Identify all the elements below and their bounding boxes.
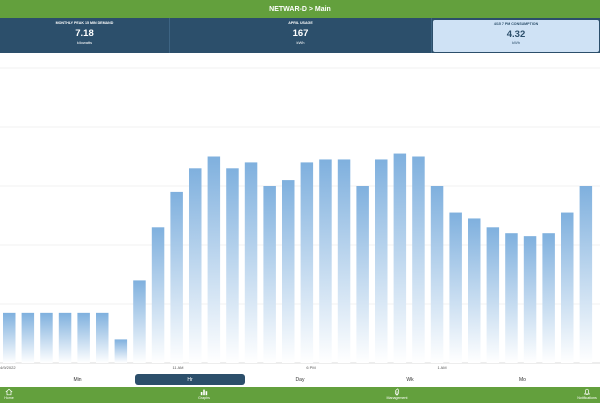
range-label: Mo <box>519 376 526 383</box>
chart-bar[interactable] <box>58 312 72 363</box>
chart-bar[interactable] <box>356 186 369 363</box>
range-label: Wk <box>406 376 414 383</box>
x-tick-label: 4/9/2022 <box>0 365 16 370</box>
chart-bar[interactable] <box>226 168 239 363</box>
chart-bar[interactable] <box>244 162 258 363</box>
stat-value: 7.18 <box>75 28 94 39</box>
range-label: Min <box>73 376 82 383</box>
stat-label: MONTHLY PEAK 15 MIN DEMAND <box>55 21 114 25</box>
chart-bar[interactable] <box>337 159 351 363</box>
chart-bar[interactable] <box>3 312 16 363</box>
chart-bar[interactable] <box>542 233 555 363</box>
chart-bar[interactable] <box>40 312 53 363</box>
chart-bar[interactable] <box>319 159 332 363</box>
leaf-icon <box>394 388 400 396</box>
range-day-button[interactable]: Day <box>245 374 355 385</box>
page-title: NETWAR-D > Main <box>269 5 331 13</box>
stat-value: 167 <box>292 28 309 39</box>
chart-bar[interactable] <box>468 218 481 363</box>
nav-label: Graphs <box>198 396 210 400</box>
range-label: Day <box>295 376 305 383</box>
chart-bar[interactable] <box>430 186 444 363</box>
stat-value: 4.32 <box>506 29 526 40</box>
x-tick-label: 1 AM <box>437 365 446 370</box>
chart-bar[interactable] <box>282 180 295 363</box>
range-hr-button[interactable]: Hr <box>135 374 245 385</box>
bell-icon <box>583 388 591 395</box>
stat-peak-demand[interactable]: MONTHLY PEAK 15 MIN DEMAND 7.18 kilowatt… <box>0 18 170 53</box>
chart-bar[interactable] <box>114 339 128 363</box>
stats-bar: MONTHLY PEAK 15 MIN DEMAND 7.18 kilowatt… <box>0 18 600 53</box>
chart-bar[interactable] <box>21 312 35 363</box>
chart-bar[interactable] <box>486 227 500 363</box>
stat-unit: kilowatts <box>76 40 93 45</box>
chart-bar[interactable] <box>77 312 90 363</box>
nav-label: Notifications <box>577 396 597 400</box>
nav-notifications[interactable]: Notifications <box>574 387 600 403</box>
range-selector: Min Hr Day Wk Mo <box>0 374 600 386</box>
stat-unit: kWh <box>512 40 520 45</box>
range-min-button[interactable]: Min <box>20 374 135 385</box>
chart-bar[interactable] <box>263 186 276 363</box>
range-label: Hr <box>187 376 193 383</box>
nav-management[interactable]: Management <box>380 387 414 403</box>
chart-bar[interactable] <box>170 191 183 363</box>
chart-bar[interactable] <box>189 168 202 363</box>
chart-bar[interactable] <box>375 159 388 363</box>
stat-usage[interactable]: APRIL USAGE 167 kWh <box>170 18 432 53</box>
range-mo-button[interactable]: Mo <box>465 374 580 385</box>
x-tick-label: 11 AM <box>172 365 183 370</box>
title-bar: NETWAR-D > Main <box>0 0 600 18</box>
x-tick-label: 6 PM <box>306 365 315 370</box>
chart-bar[interactable] <box>207 156 221 364</box>
chart-bar[interactable] <box>449 212 462 363</box>
home-icon <box>5 388 13 396</box>
consumption-chart[interactable]: 4/9/2022 11 AM 6 PM 1 AM <box>0 53 600 371</box>
chart-bar[interactable] <box>300 162 314 363</box>
stat-label: 4/15 7 PM CONSUMPTION <box>493 22 539 26</box>
bar-chart-icon <box>200 389 208 396</box>
nav-label: Home <box>4 396 14 400</box>
chart-bar[interactable] <box>133 280 146 363</box>
chart-bar[interactable] <box>523 236 537 363</box>
chart-bar[interactable] <box>96 312 109 363</box>
chart-bar[interactable] <box>579 186 593 363</box>
chart-bar[interactable] <box>561 212 574 363</box>
chart-bar[interactable] <box>412 156 425 364</box>
chart-bar[interactable] <box>393 153 407 363</box>
nav-graphs[interactable]: Graphs <box>190 387 218 403</box>
stat-unit: kWh <box>296 40 305 45</box>
nav-home[interactable]: Home <box>0 387 18 403</box>
chart-bar[interactable] <box>151 227 165 363</box>
nav-label: Management <box>386 396 408 400</box>
stat-label: APRIL USAGE <box>288 21 313 25</box>
chart-bar[interactable] <box>505 233 518 363</box>
bottom-nav: Home Graphs Management Notifications <box>0 387 600 403</box>
range-wk-button[interactable]: Wk <box>355 374 465 385</box>
stat-consumption-selected[interactable]: 4/15 7 PM CONSUMPTION 4.32 kWh <box>433 20 599 52</box>
